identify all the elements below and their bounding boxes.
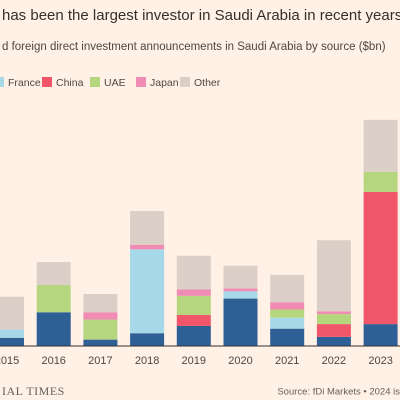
bar-segment	[36, 284, 71, 313]
bar-segment	[0, 329, 24, 338]
bar-segment	[223, 288, 258, 292]
x-tick-label: 2015	[0, 355, 19, 367]
x-tick-label: 2019	[182, 355, 206, 367]
legend-label: UAE	[104, 77, 126, 89]
x-tick-label: 2017	[88, 355, 112, 367]
bar-segment	[363, 191, 398, 325]
x-tick-label: 2018	[135, 355, 159, 367]
legend-swatch	[0, 77, 4, 87]
bar-segment	[223, 291, 258, 299]
bar-segment	[36, 312, 71, 346]
legend-label: Japan	[150, 77, 179, 89]
bar-segment	[176, 295, 211, 315]
bar-segment	[0, 337, 24, 346]
legend-swatch	[42, 77, 52, 87]
bar-segment	[270, 309, 305, 318]
bar-segment	[316, 324, 351, 337]
legend-swatch	[136, 77, 146, 87]
bar-segment	[316, 336, 351, 346]
bar-segment	[83, 294, 118, 313]
bar-segment	[223, 298, 258, 346]
bar-segment	[176, 325, 211, 346]
bar-segment	[130, 244, 165, 250]
chart-subtitle: d foreign direct investment announcement…	[2, 41, 386, 53]
bar-segment	[316, 314, 351, 325]
chart-title: has been the largest investor in Saudi A…	[2, 7, 400, 24]
source: Source: fDi Markets • 2024 is	[277, 387, 400, 398]
bar-segment	[83, 319, 118, 340]
bar-segment	[363, 324, 398, 346]
bar-segment	[83, 312, 118, 320]
bar-segment	[270, 302, 305, 310]
bar-segment	[176, 314, 211, 326]
bar-segment	[223, 265, 258, 289]
legend-swatch	[90, 77, 100, 87]
bar-segment	[363, 171, 398, 192]
bar-segment	[130, 211, 165, 245]
bar-segment	[130, 249, 165, 334]
legend-label: Other	[194, 77, 221, 89]
x-tick-label: 2016	[41, 355, 65, 367]
bar-segment	[130, 333, 165, 346]
brand: IAL TIMES	[2, 384, 65, 398]
bar-segment	[270, 274, 305, 303]
bar-segment	[176, 255, 211, 290]
bar-segment	[36, 262, 71, 285]
bar-segment	[316, 240, 351, 312]
bar-segment	[0, 296, 24, 330]
bar-segment	[270, 317, 305, 329]
legend-label: France	[8, 77, 41, 89]
x-tick-label: 2020	[228, 355, 252, 367]
x-tick-label: 2022	[322, 355, 346, 367]
legend-label: China	[56, 77, 84, 89]
bar-segment	[363, 119, 398, 172]
legend-swatch	[180, 77, 190, 87]
bar-segment	[316, 311, 351, 315]
x-tick-label: 2023	[368, 355, 392, 367]
bar-segment	[83, 339, 118, 346]
bar-segment	[270, 328, 305, 346]
bar-segment	[176, 289, 211, 296]
x-tick-label: 2021	[275, 355, 299, 367]
